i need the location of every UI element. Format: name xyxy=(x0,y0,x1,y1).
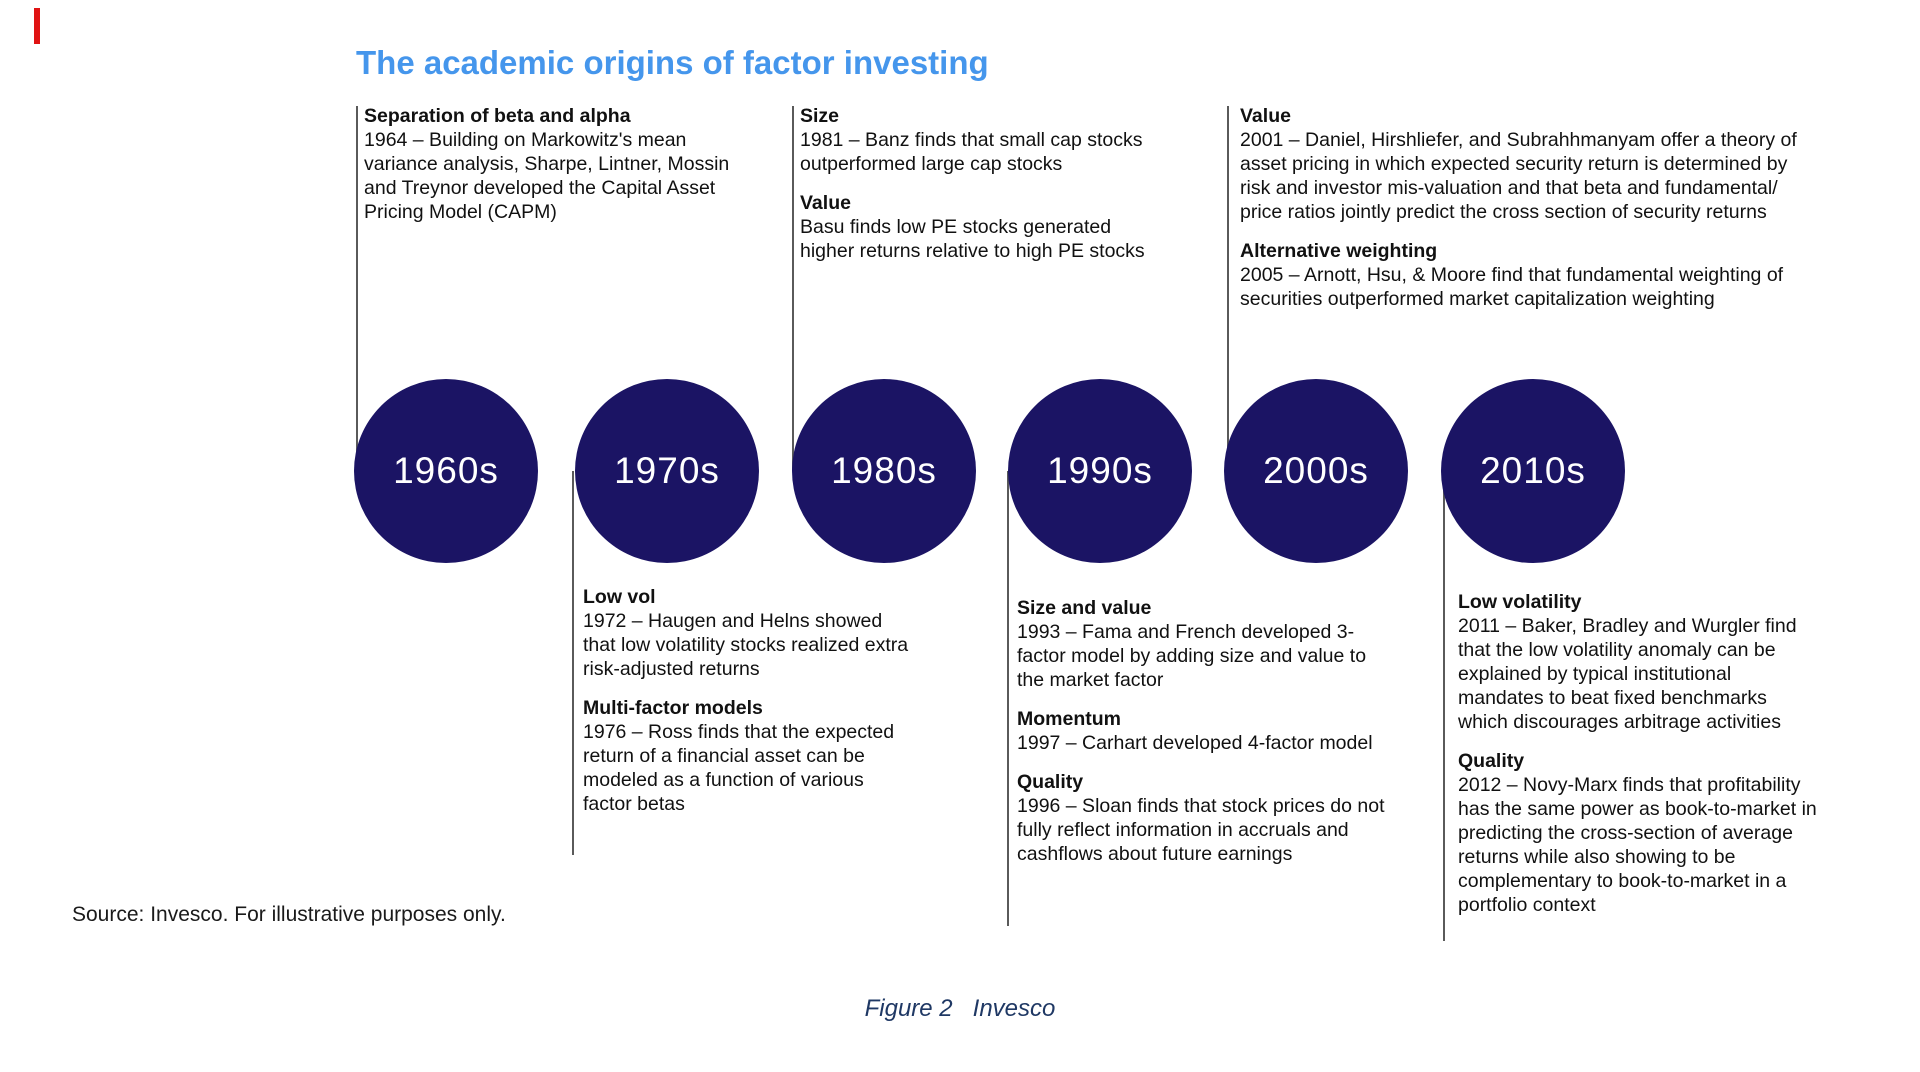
decade-circle-1960s: 1960s xyxy=(354,379,538,563)
entry-body: 2001 – Daniel, Hirshliefer, and Subrahhm… xyxy=(1240,129,1797,223)
timeline-entry: Size and value 1993 – Fama and French de… xyxy=(1017,596,1437,692)
entry-body: 1976 – Ross finds that the expected retu… xyxy=(583,721,895,815)
source-note: Source: Invesco. For illustrative purpos… xyxy=(72,903,506,926)
entry-title: Quality xyxy=(1458,750,1525,772)
figure-caption-text: Invesco xyxy=(972,995,1056,1022)
figure-title: The academic origins of factor investing xyxy=(356,44,989,81)
decade-circle-2010s: 2010s xyxy=(1441,379,1625,563)
decade-label: 2010s xyxy=(1480,450,1586,491)
connector-line-1990s xyxy=(1007,471,1009,926)
entry-body: Basu finds low PE stocks generated highe… xyxy=(800,216,1145,262)
decade-label: 1970s xyxy=(614,450,720,491)
entry-title: Quality xyxy=(1017,771,1084,793)
timeline-entry: Alternative weighting 2005 – Arnott, Hsu… xyxy=(1240,239,1880,311)
entry-body: 1996 – Sloan finds that stock prices do … xyxy=(1017,795,1385,865)
decade-label: 2000s xyxy=(1263,450,1369,491)
entry-title: Alternative weighting xyxy=(1240,240,1438,262)
timeline-entry: Value 2001 – Daniel, Hirshliefer, and Su… xyxy=(1240,104,1880,224)
figure-caption-label: Figure 2 xyxy=(864,995,953,1022)
timeline-entry: Quality 2012 – Novy-Marx finds that prof… xyxy=(1458,749,1898,917)
entry-title: Size and value xyxy=(1017,597,1152,619)
timeline-entry: Low vol 1972 – Haugen and Helns showed t… xyxy=(583,585,1003,681)
decade-circle-1970s: 1970s xyxy=(575,379,759,563)
connector-line-1980s xyxy=(792,106,794,471)
timeline-entry: Multi-factor models 1976 – Ross finds th… xyxy=(583,696,1003,816)
annotation-column-bottom-1970s: Low vol 1972 – Haugen and Helns showed t… xyxy=(583,585,1003,831)
entry-title: Low volatility xyxy=(1458,591,1582,613)
timeline-entry: Value Basu finds low PE stocks generated… xyxy=(800,191,1220,263)
timeline-entry: Momentum 1997 – Carhart developed 4-fact… xyxy=(1017,707,1437,755)
annotation-column-top-2000s: Value 2001 – Daniel, Hirshliefer, and Su… xyxy=(1240,104,1880,326)
connector-line-1960s xyxy=(356,106,358,471)
entry-body: 1981 – Banz finds that small cap stocks … xyxy=(800,129,1143,175)
decade-circle-1990s: 1990s xyxy=(1008,379,1192,563)
entry-body: 1972 – Haugen and Helns showed that low … xyxy=(583,610,909,680)
figure-caption: Figure 2 Invesco xyxy=(0,995,1920,1023)
timeline-entry: Low volatility 2011 – Baker, Bradley and… xyxy=(1458,590,1898,734)
decade-label: 1990s xyxy=(1047,450,1153,491)
entry-body: 2005 – Arnott, Hsu, & Moore find that fu… xyxy=(1240,264,1784,310)
entry-title: Low vol xyxy=(583,586,656,608)
timeline-entry: Quality 1996 – Sloan finds that stock pr… xyxy=(1017,770,1437,866)
annotation-column-bottom-2010s: Low volatility 2011 – Baker, Bradley and… xyxy=(1458,590,1898,932)
entry-title: Value xyxy=(800,192,851,214)
entry-body: 2012 – Novy-Marx finds that profitabilit… xyxy=(1458,774,1817,916)
timeline-entry: Separation of beta and alpha 1964 – Buil… xyxy=(364,104,784,224)
timeline-entry: Size 1981 – Banz finds that small cap st… xyxy=(800,104,1220,176)
connector-line-2010s xyxy=(1443,471,1445,941)
entry-title: Momentum xyxy=(1017,708,1121,730)
annotation-column-top-1980s: Size 1981 – Banz finds that small cap st… xyxy=(800,104,1220,278)
decade-label: 1960s xyxy=(393,450,499,491)
entry-title: Separation of beta and alpha xyxy=(364,105,631,127)
entry-body: 1964 – Building on Markowitz's mean vari… xyxy=(364,129,730,223)
decade-label: 1980s xyxy=(831,450,937,491)
entry-title: Size xyxy=(800,105,840,127)
entry-title: Multi-factor models xyxy=(583,697,763,719)
annotation-column-bottom-1990s: Size and value 1993 – Fama and French de… xyxy=(1017,596,1437,881)
connector-line-2000s xyxy=(1227,106,1229,471)
connector-line-1970s xyxy=(572,471,574,855)
entry-title: Value xyxy=(1240,105,1291,127)
decade-circle-1980s: 1980s xyxy=(792,379,976,563)
entry-body: 1993 – Fama and French developed 3- fact… xyxy=(1017,621,1367,691)
red-marker xyxy=(34,8,40,44)
entry-body: 1997 – Carhart developed 4-factor model xyxy=(1017,732,1373,754)
annotation-column-top-1960s: Separation of beta and alpha 1964 – Buil… xyxy=(364,104,784,239)
entry-body: 2011 – Baker, Bradley and Wurgler find t… xyxy=(1458,615,1797,733)
decade-circle-2000s: 2000s xyxy=(1224,379,1408,563)
